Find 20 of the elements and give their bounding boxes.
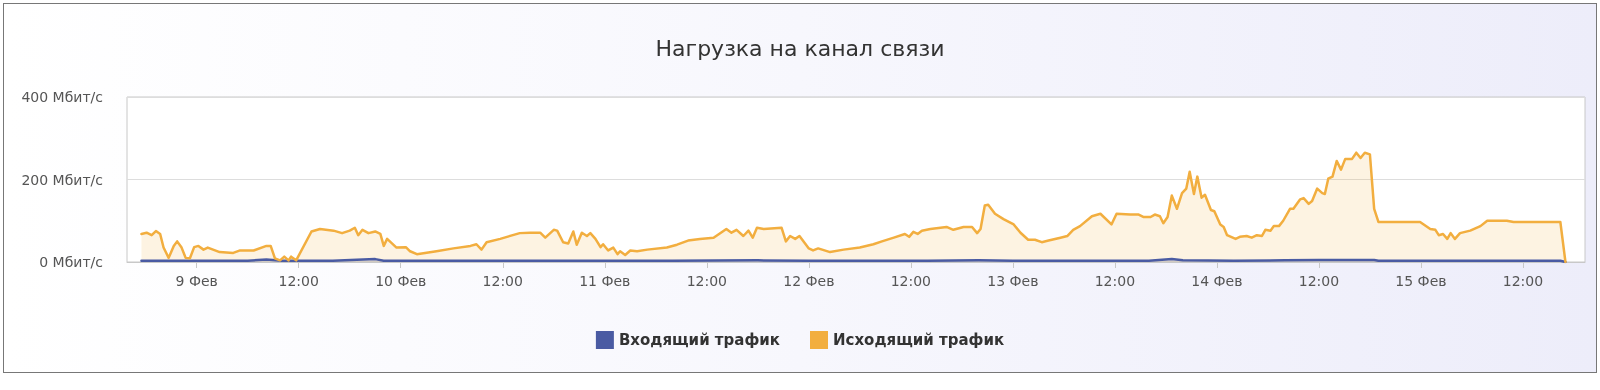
y-tick-label: 400 Мбит/с: [21, 89, 103, 105]
x-tick-label: 13 Фев: [987, 273, 1039, 289]
x-tick-label: 12:00: [1502, 273, 1544, 289]
x-tick-label: 12:00: [1298, 273, 1340, 289]
x-tick-label: 14 Фев: [1191, 273, 1243, 289]
x-tick-label: 12:00: [482, 273, 523, 289]
legend-label: Исходящий трафик: [832, 331, 1005, 349]
x-tick-label: 10 Фев: [375, 273, 427, 289]
x-tick-label: 11 Фев: [579, 273, 631, 289]
chart-title: Нагрузка на канал связи: [655, 35, 945, 61]
x-tick-label: 12 Фев: [783, 273, 835, 289]
x-tick-label: 12:00: [1094, 273, 1136, 289]
y-tick-label: 200 Мбит/с: [21, 171, 103, 188]
x-tick-label: 9 Фев: [175, 273, 218, 289]
legend-label: Входящий трафик: [618, 331, 781, 349]
y-tick-label: 0 Мбит/с: [39, 254, 103, 270]
x-tick-label: 15 Фев: [1395, 273, 1447, 289]
x-tick-label: 12:00: [890, 273, 932, 289]
x-tick-label: 12:00: [278, 273, 319, 289]
x-tick-label: 12:00: [686, 273, 727, 289]
